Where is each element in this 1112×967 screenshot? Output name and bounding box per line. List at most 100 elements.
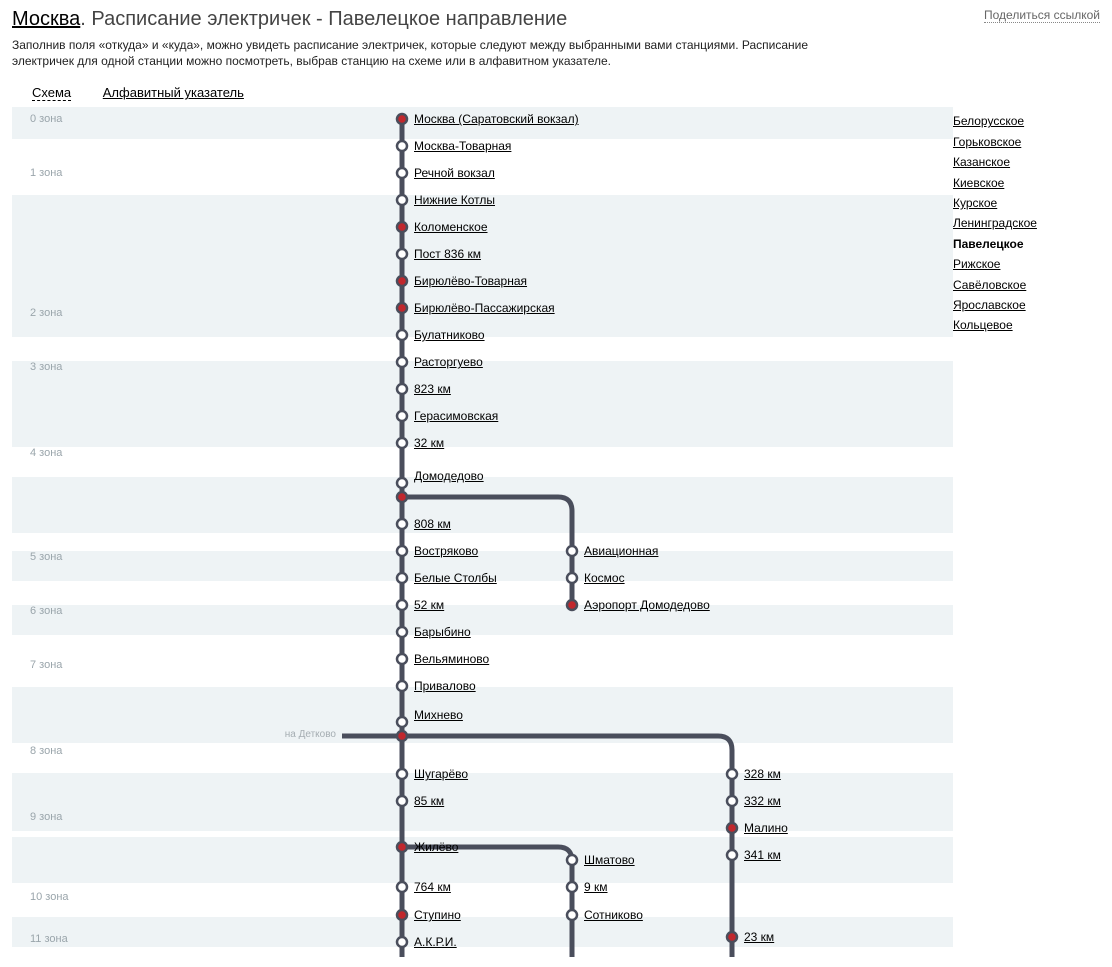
station-node[interactable] [727, 769, 737, 779]
station-link[interactable]: Речной вокзал [414, 166, 495, 180]
station-label: Герасимовская [414, 409, 498, 423]
station-node[interactable] [397, 438, 407, 448]
station-link[interactable]: Барыбино [414, 625, 471, 639]
station-node[interactable] [567, 882, 577, 892]
station-node[interactable] [397, 195, 407, 205]
station-link[interactable]: Жилёво [414, 840, 458, 854]
station-link[interactable]: Малино [744, 821, 788, 835]
station-link[interactable]: 823 км [414, 382, 451, 396]
station-node[interactable] [397, 276, 407, 286]
station-link[interactable]: 32 км [414, 436, 444, 450]
scheme-canvas: 0 зона1 зона2 зона3 зона4 зона5 зона6 зо… [12, 107, 953, 967]
station-link[interactable]: Привалово [414, 679, 476, 693]
station-node[interactable] [397, 546, 407, 556]
station-link[interactable]: Москва-Товарная [414, 139, 511, 153]
station-link[interactable]: Москва (Саратовский вокзал) [414, 112, 579, 126]
station-link[interactable]: Булатниково [414, 328, 485, 342]
station-link[interactable]: Шугарёво [414, 767, 468, 781]
share-link[interactable]: Поделиться ссылкой [984, 8, 1100, 23]
station-node[interactable] [397, 796, 407, 806]
station-node[interactable] [397, 600, 407, 610]
station-node[interactable] [567, 855, 577, 865]
station-node[interactable] [397, 681, 407, 691]
station-node[interactable] [727, 850, 737, 860]
station-node[interactable] [567, 546, 577, 556]
station-node[interactable] [397, 654, 407, 664]
station-node[interactable] [397, 769, 407, 779]
station-node[interactable] [727, 932, 737, 942]
station-node[interactable] [397, 384, 407, 394]
station-label: Вельяминово [414, 652, 489, 666]
station-node[interactable] [397, 330, 407, 340]
station-node[interactable] [397, 573, 407, 583]
station-node[interactable] [397, 357, 407, 367]
station-link[interactable]: Белые Столбы [414, 571, 497, 585]
station-node[interactable] [397, 731, 407, 741]
station-link[interactable]: 23 км [744, 930, 774, 944]
station-node[interactable] [567, 573, 577, 583]
station-link[interactable]: Шматово [584, 853, 635, 867]
station-node[interactable] [397, 168, 407, 178]
station-node[interactable] [397, 882, 407, 892]
station-link[interactable]: 808 км [414, 517, 451, 531]
station-node[interactable] [397, 717, 407, 727]
station-link[interactable]: Ступино [414, 908, 461, 922]
station-link[interactable]: Расторгуево [414, 355, 483, 369]
station-node[interactable] [397, 842, 407, 852]
station-link[interactable]: 328 км [744, 767, 781, 781]
station-label: 52 км [414, 598, 444, 612]
station-link[interactable]: А.К.Р.И. [414, 935, 457, 949]
station-node[interactable] [397, 937, 407, 947]
station-node[interactable] [397, 492, 407, 502]
station-link[interactable]: Коломенское [414, 220, 488, 234]
station-link[interactable]: 341 км [744, 848, 781, 862]
station-link[interactable]: Аэропорт Домодедово [584, 598, 710, 612]
station-node[interactable] [567, 600, 577, 610]
station-node[interactable] [397, 411, 407, 421]
station-link[interactable]: Космос [584, 571, 625, 585]
station-label: Барыбино [414, 625, 471, 639]
station-link[interactable]: 9 км [584, 880, 608, 894]
station-link[interactable]: Бирюлёво-Товарная [414, 274, 527, 288]
station-link[interactable]: Сотниково [584, 908, 643, 922]
station-link[interactable]: 85 км [414, 794, 444, 808]
station-label: 328 км [744, 767, 781, 781]
station-label: Ступино [414, 908, 461, 922]
station-link[interactable]: 332 км [744, 794, 781, 808]
station-link[interactable]: Михнево [414, 708, 463, 722]
station-label: 23 км [744, 930, 774, 944]
directions-sidebar: БелорусскоеГорьковскоеКазанскоеКиевскоеК… [953, 107, 1100, 335]
station-link[interactable]: Бирюлёво-Пассажирская [414, 301, 555, 315]
station-link[interactable]: Вельяминово [414, 652, 489, 666]
station-node[interactable] [397, 141, 407, 151]
station-link[interactable]: 52 км [414, 598, 444, 612]
page-title: Москва. Расписание электричек - Павелецк… [12, 8, 567, 31]
station-link[interactable]: Авиационная [584, 544, 658, 558]
city-link[interactable]: Москва [12, 8, 80, 30]
station-node[interactable] [397, 303, 407, 313]
station-node[interactable] [727, 823, 737, 833]
station-node[interactable] [397, 249, 407, 259]
station-label: 808 км [414, 517, 451, 531]
tab-scheme[interactable]: Схема [32, 85, 71, 101]
station-link[interactable]: Востряково [414, 544, 478, 558]
station-label: Белые Столбы [414, 571, 497, 585]
station-label: Шугарёво [414, 767, 468, 781]
station-link[interactable]: Герасимовская [414, 409, 498, 423]
tab-alpha[interactable]: Алфавитный указатель [103, 85, 244, 100]
station-link[interactable]: Нижние Котлы [414, 193, 495, 207]
station-node[interactable] [397, 114, 407, 124]
station-node[interactable] [397, 910, 407, 920]
station-link[interactable]: Пост 836 км [414, 247, 481, 261]
station-node[interactable] [397, 519, 407, 529]
station-link[interactable]: Домодедово [414, 469, 484, 483]
station-node[interactable] [397, 627, 407, 637]
station-label: Булатниково [414, 328, 485, 342]
station-node[interactable] [567, 910, 577, 920]
station-node[interactable] [397, 222, 407, 232]
station-label: Пост 836 км [414, 247, 481, 261]
station-label: Михнево [414, 708, 463, 722]
station-node[interactable] [397, 478, 407, 488]
station-link[interactable]: 764 км [414, 880, 451, 894]
station-node[interactable] [727, 796, 737, 806]
